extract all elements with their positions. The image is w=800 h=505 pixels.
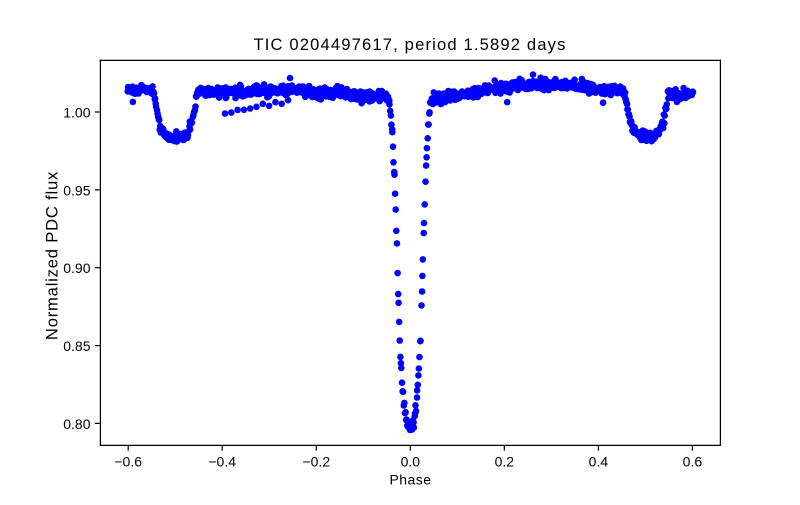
svg-text:0.2: 0.2 <box>495 454 515 470</box>
svg-text:0.6: 0.6 <box>683 454 703 470</box>
svg-text:0.85: 0.85 <box>63 338 90 354</box>
svg-text:−0.6: −0.6 <box>114 454 142 470</box>
svg-text:0.80: 0.80 <box>63 416 90 432</box>
svg-text:−0.2: −0.2 <box>302 454 330 470</box>
svg-text:Normalized PDC flux: Normalized PDC flux <box>43 171 62 340</box>
svg-text:TIC 0204497617, period 1.5892: TIC 0204497617, period 1.5892 days <box>253 35 566 54</box>
svg-text:0.95: 0.95 <box>63 182 90 198</box>
svg-text:Phase: Phase <box>390 471 432 487</box>
svg-text:1.00: 1.00 <box>63 104 90 120</box>
svg-text:0.4: 0.4 <box>589 454 609 470</box>
svg-text:−0.4: −0.4 <box>208 454 236 470</box>
svg-text:0.90: 0.90 <box>63 260 90 276</box>
svg-text:0.0: 0.0 <box>401 454 421 470</box>
